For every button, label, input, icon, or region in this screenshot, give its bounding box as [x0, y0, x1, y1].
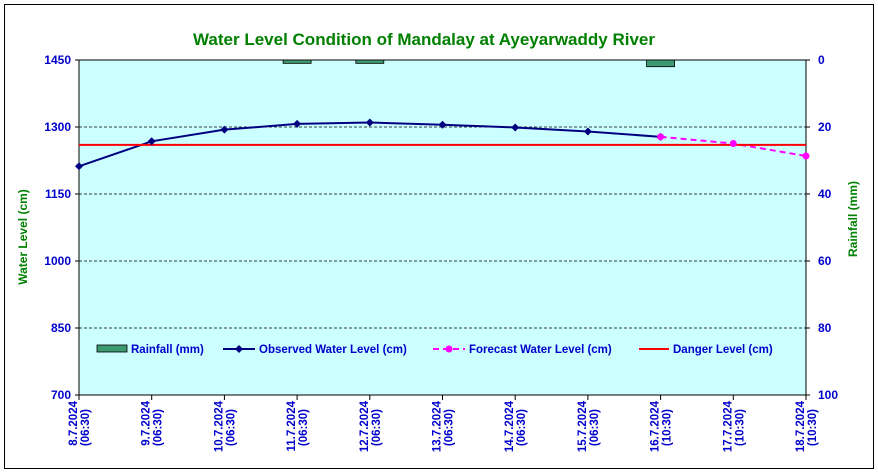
- x-tick-label: 11.7.2024 (06:30): [286, 400, 310, 451]
- observed-point: [511, 123, 520, 132]
- forecast-point: [802, 152, 810, 160]
- x-axis: 8.7.2024 (06:30) 9.7.2024 (06:30) 10.7.2024(…: [68, 395, 819, 452]
- gridlines: [79, 59, 806, 329]
- y-tick-label: 1150: [45, 187, 71, 201]
- y2-tick-label: 20: [818, 120, 832, 134]
- plot-area: [78, 59, 807, 396]
- x-tick-label: 10.7.2024 (06:30): [213, 400, 237, 452]
- x-tick-date: 10.7.2024: [213, 400, 225, 452]
- y-axis-label: Water Level (cm): [16, 189, 30, 285]
- rainfall-bar: [355, 59, 385, 64]
- x-tick-label: 9.7.2024 (06:30): [141, 400, 165, 446]
- observed-point: [293, 119, 302, 128]
- y2-tick-label: 40: [818, 187, 832, 201]
- forecast-point: [657, 133, 665, 141]
- x-tick-date: 16.7.2024: [650, 400, 662, 452]
- chart-frame: Water Level Condition of Mandalay at Aye…: [4, 4, 874, 469]
- x-tick-label: 17.7.2024 (10:30): [722, 400, 746, 452]
- x-tick-time: (06:30): [516, 409, 528, 446]
- y-tick-label: 1000: [44, 254, 71, 268]
- x-tick-label: 15.7.2024 (06:30): [577, 400, 601, 452]
- x-tick-time: (10:30): [807, 409, 819, 446]
- x-tick-label: 18.7.2024 (10:30): [795, 400, 819, 452]
- legend-label: Rainfall (mm): [131, 344, 204, 356]
- observed-point: [365, 118, 374, 127]
- x-tick-time: (06:30): [225, 409, 237, 446]
- y-tick-label: 850: [51, 321, 71, 335]
- legend: Rainfall (mm) Observed Water Level (cm) Fo…: [96, 344, 773, 356]
- legend-label: Observed Water Level (cm): [259, 344, 407, 356]
- legend-label: Danger Level (cm): [673, 344, 773, 356]
- x-tick-time: (10:30): [734, 409, 746, 446]
- forecast-point: [729, 140, 737, 148]
- y-tick-label: 1450: [44, 53, 71, 67]
- y-tick-label: 700: [51, 388, 71, 402]
- legend-swatch-rainfall: [96, 344, 128, 353]
- x-tick-time: (06:30): [589, 409, 601, 446]
- x-tick-time: (06:30): [298, 409, 310, 446]
- rainfall-bars: [282, 59, 675, 68]
- rainfall-bar: [282, 59, 312, 64]
- x-tick-label: 13.7.2024 (06:30): [432, 400, 456, 452]
- x-tick-label: 14.7.2024 (06:30): [504, 400, 528, 452]
- x-tick-time: (10:30): [662, 409, 674, 446]
- y2-axis-label: Rainfall (mm): [846, 181, 860, 257]
- x-tick-time: (06:30): [371, 409, 383, 446]
- x-tick-date: 15.7.2024: [577, 400, 589, 452]
- observed-point: [147, 137, 156, 146]
- y-axis-right: 0 20 40 60 80 100: [806, 53, 838, 402]
- observed-point: [438, 120, 447, 129]
- x-tick-date: 11.7.2024: [286, 400, 298, 451]
- observed-point: [220, 125, 229, 134]
- x-tick-time: (06:30): [153, 409, 165, 446]
- y2-tick-label: 0: [818, 53, 825, 67]
- x-tick-time: (06:30): [444, 409, 456, 446]
- x-tick-label: 16.7.2024 (10:30): [650, 400, 674, 452]
- rainfall-bar: [646, 59, 675, 68]
- x-tick-date: 18.7.2024: [795, 400, 807, 452]
- series-markers: [75, 118, 810, 171]
- observed-point: [75, 162, 83, 171]
- x-tick-date: 8.7.2024: [68, 400, 80, 445]
- x-tick-date: 14.7.2024: [504, 400, 516, 452]
- legend-label: Forecast Water Level (cm): [469, 344, 612, 356]
- x-tick-time: (06:30): [80, 409, 92, 446]
- legend-marker: [445, 345, 453, 353]
- x-tick-label: 8.7.2024 (06:30): [68, 400, 92, 446]
- y-axis-left: 700 850 1000 1150 1300 1450: [44, 53, 79, 402]
- water-level-chart: Water Level Condition of Mandalay at Aye…: [16, 30, 860, 452]
- x-tick-date: 17.7.2024: [722, 400, 734, 452]
- x-tick-date: 13.7.2024: [432, 400, 444, 452]
- chart-title: Water Level Condition of Mandalay at Aye…: [193, 30, 655, 49]
- y2-tick-label: 60: [818, 254, 832, 268]
- y2-tick-label: 100: [818, 388, 838, 402]
- legend-marker: [235, 345, 243, 353]
- y2-tick-label: 80: [818, 321, 832, 335]
- x-tick-date: 9.7.2024: [141, 400, 153, 445]
- x-tick-label: 12.7.2024 (06:30): [359, 400, 383, 452]
- x-tick-date: 12.7.2024: [359, 400, 371, 452]
- y-tick-label: 1300: [44, 120, 71, 134]
